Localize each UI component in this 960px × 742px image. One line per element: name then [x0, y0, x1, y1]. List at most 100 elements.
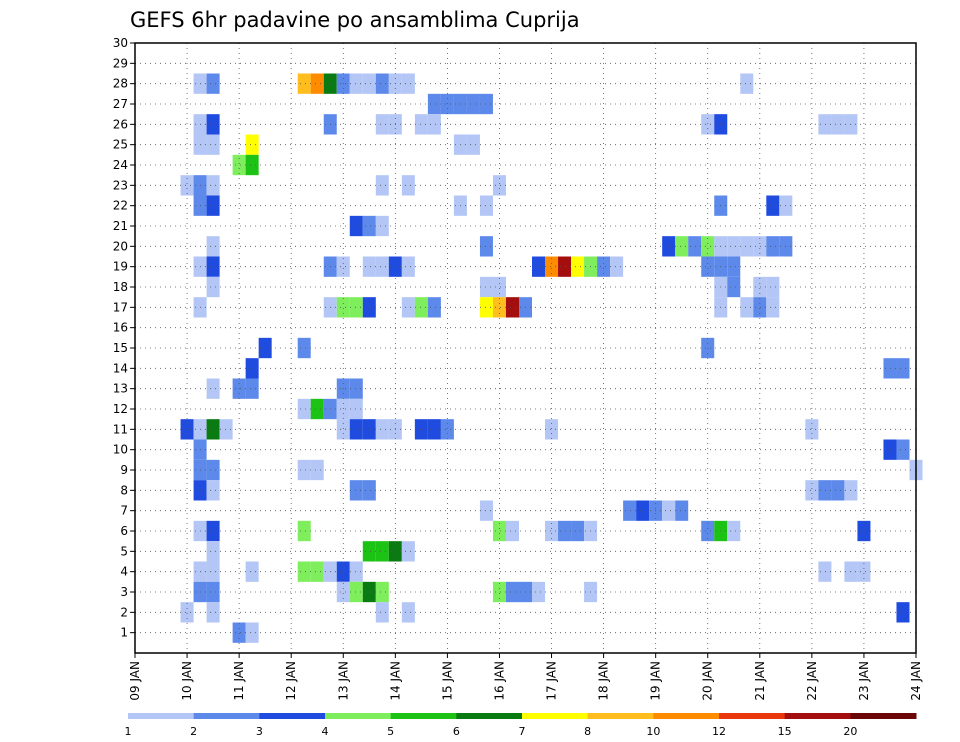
heatmap-cell [740, 236, 754, 257]
heatmap-cell [623, 500, 637, 521]
heatmap-cell [232, 622, 246, 643]
y-tick-label: 23 [113, 178, 128, 192]
x-tick-label: 22 JAN [805, 661, 819, 701]
x-tick-label: 23 JAN [857, 661, 871, 701]
heatmap-cell [479, 276, 493, 298]
heatmap-cell [662, 500, 676, 521]
heatmap-cell [375, 602, 389, 623]
y-tick-label: 28 [113, 77, 128, 91]
heatmap-cell [427, 114, 441, 135]
heatmap-cell [219, 419, 233, 440]
heatmap-cell [440, 419, 454, 440]
y-tick-label: 18 [113, 280, 128, 294]
x-tick-label: 12 JAN [284, 661, 298, 701]
heatmap-cell [336, 256, 350, 277]
heatmap-cell [701, 520, 715, 542]
heatmap-cell [349, 398, 363, 420]
heatmap-cell [727, 236, 741, 257]
heatmap-cell [740, 73, 754, 94]
colorbar-label: 15 [778, 725, 792, 738]
heatmap-cell [245, 561, 259, 582]
heatmap-cell [571, 256, 585, 277]
heatmap-cell [245, 378, 259, 399]
y-tick-label: 7 [120, 504, 128, 518]
heatmap-cell [766, 236, 780, 257]
heatmap-cell [818, 114, 832, 135]
y-tick-label: 21 [113, 219, 128, 233]
heatmap-cell [505, 581, 519, 603]
heatmap-cell [558, 256, 572, 277]
heatmap-cell [349, 561, 363, 582]
heatmap-cell [701, 256, 715, 277]
y-tick-label: 10 [113, 443, 128, 457]
heatmap-cell [545, 419, 559, 440]
heatmap-cell [310, 398, 324, 420]
heatmap-cell [896, 358, 910, 379]
heatmap-cell [636, 500, 650, 521]
heatmap-cell [349, 215, 363, 237]
heatmap-cell [753, 297, 767, 318]
heatmap-cell [492, 276, 506, 298]
heatmap-cell [414, 114, 428, 135]
colorbar-label: 5 [387, 725, 394, 738]
heatmap-cell [245, 154, 259, 176]
y-tick-label: 12 [113, 402, 128, 416]
heatmap-cell [766, 276, 780, 298]
heatmap-cell [427, 297, 441, 318]
heatmap-cell [336, 297, 350, 318]
heatmap-cell [597, 256, 611, 277]
heatmap-cell [310, 73, 324, 94]
heatmap-cell [753, 276, 767, 298]
heatmap-cell [349, 297, 363, 318]
y-tick-label: 11 [113, 422, 128, 436]
x-tick-label: 24 JAN [909, 661, 923, 701]
y-tick-label: 25 [113, 138, 128, 152]
heatmap-cell [532, 581, 546, 603]
y-tick-label: 9 [120, 463, 128, 477]
heatmap-cell [362, 215, 376, 237]
heatmap-cell [727, 520, 741, 542]
heatmap-cell [362, 581, 376, 603]
heatmap-cell [545, 256, 559, 277]
heatmap-cell [401, 541, 415, 562]
heatmap-cell [206, 602, 220, 623]
colorbar-label: 10 [646, 725, 660, 738]
heatmap-cell [336, 581, 350, 603]
heatmap-cell [675, 500, 689, 521]
heatmap-cell [401, 602, 415, 623]
heatmap-cell [180, 602, 194, 623]
colorbar-swatch [128, 713, 195, 719]
heatmap-cell [375, 541, 389, 562]
heatmap-cell [401, 297, 415, 318]
heatmap-cell [336, 419, 350, 440]
heatmap-cell [349, 378, 363, 399]
heatmap-cell [479, 500, 493, 521]
x-tick-label: 16 JAN [492, 661, 506, 701]
heatmap-cell [831, 114, 845, 135]
heatmap-cell [375, 419, 389, 440]
heatmap-cell [375, 256, 389, 277]
heatmap-cell [479, 93, 493, 115]
heatmap-cell [492, 520, 506, 542]
heatmap-cell [727, 276, 741, 298]
heatmap-cell [414, 297, 428, 318]
heatmap-cell [206, 195, 220, 216]
y-tick-label: 2 [120, 605, 128, 619]
heatmap-cell [362, 480, 376, 501]
heatmap-cell [492, 175, 506, 196]
heatmap-cell [297, 520, 311, 542]
heatmap-cell [896, 439, 910, 460]
heatmap-cell [492, 581, 506, 603]
heatmap-cell [245, 622, 259, 643]
heatmap-cell [375, 581, 389, 603]
heatmap-cell [206, 276, 220, 298]
heatmap-cell [297, 561, 311, 582]
heatmap-cell [505, 297, 519, 318]
heatmap-cell [206, 581, 220, 603]
heatmap-cell [310, 561, 324, 582]
colorbar-label: 3 [256, 725, 263, 738]
heatmap-cell [349, 73, 363, 94]
y-tick-label: 1 [120, 626, 128, 640]
heatmap-cell [297, 398, 311, 420]
heatmap-cell [532, 256, 546, 277]
